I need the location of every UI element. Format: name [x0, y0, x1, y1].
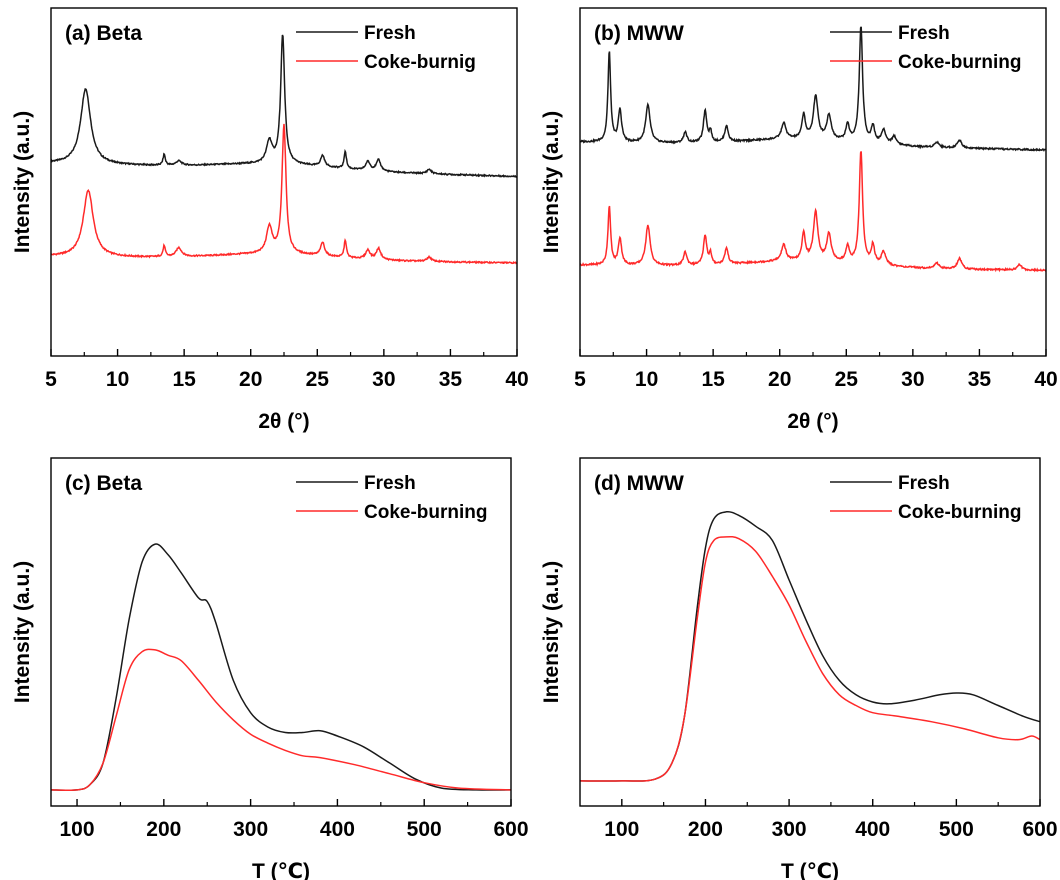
chart-panel-a: 5 10 15 20 25 30 35 40 2θ (°) Intensity (a.u.) (a)… — [11, 7, 529, 433]
x-tick-label: 200 — [688, 818, 723, 841]
x-tick-label: 40 — [505, 368, 528, 391]
x-tick-label: 20 — [768, 368, 791, 391]
plot-frame — [50, 457, 512, 807]
x-axis-title: 2θ (°) — [258, 410, 309, 433]
panel-title: (c) Beta — [65, 472, 142, 495]
legend-label-fresh: Fresh — [898, 23, 950, 44]
x-tick-label: 25 — [306, 368, 330, 391]
series-line-coke — [580, 151, 1046, 273]
chart-panel-c: 100 200 300 400 500 600 T (℃) Intensity (a.u.) (… — [11, 457, 529, 880]
x-tick-label: 30 — [372, 368, 395, 391]
x-tick-label: 35 — [439, 368, 463, 391]
y-axis-title: Intensity (a.u.) — [11, 561, 34, 703]
series-line-fresh — [51, 543, 511, 792]
legend-label-fresh: Fresh — [364, 23, 416, 44]
chart-panel-b: 5 10 15 20 25 30 35 40 2θ (°) Intensity (a.u.) (b)… — [540, 7, 1058, 433]
x-tick-label: 40 — [1034, 368, 1057, 391]
x-tick-label: 100 — [604, 818, 639, 841]
panel-title: (d) MWW — [594, 472, 684, 495]
chart-panel-d: 100 200 300 400 500 600 T (℃) Intensity (a.u.) (… — [540, 457, 1058, 880]
x-tick-label: 600 — [1022, 818, 1057, 841]
panel-title: (b) MWW — [594, 22, 684, 45]
x-tick-label: 35 — [968, 368, 992, 391]
series-line-fresh — [580, 26, 1046, 152]
legend-label-coke: Coke-burning — [364, 502, 488, 523]
x-axis-title: T (℃) — [252, 860, 310, 880]
x-tick-label: 500 — [939, 818, 974, 841]
series-line-coke — [51, 648, 511, 792]
x-tick-label: 300 — [772, 818, 807, 841]
x-tick-label: 400 — [320, 818, 355, 841]
x-tick-label: 500 — [407, 818, 442, 841]
panel-title: (a) Beta — [65, 22, 142, 45]
x-tick-label: 400 — [855, 818, 890, 841]
x-tick-label: 600 — [493, 818, 528, 841]
legend-label-coke: Coke-burning — [898, 502, 1022, 523]
x-tick-label: 25 — [835, 368, 859, 391]
x-tick-label: 5 — [574, 368, 586, 391]
legend-label-coke: Coke-burnig — [364, 52, 476, 73]
legend-label-coke: Coke-burning — [898, 52, 1022, 73]
x-axis-title: T (℃) — [781, 860, 839, 880]
series-line-fresh — [580, 510, 1040, 782]
x-tick-label: 10 — [106, 368, 129, 391]
x-tick-label: 15 — [701, 368, 725, 391]
x-tick-label: 20 — [239, 368, 262, 391]
x-axis-title: 2θ (°) — [787, 410, 838, 433]
x-tick-label: 300 — [233, 818, 268, 841]
series-line-coke — [580, 535, 1040, 782]
x-tick-label: 30 — [901, 368, 924, 391]
x-tick-label: 15 — [172, 368, 196, 391]
legend-label-fresh: Fresh — [898, 473, 950, 494]
legend-label-fresh: Fresh — [364, 473, 416, 494]
x-tick-label: 200 — [146, 818, 181, 841]
series-line-fresh — [51, 34, 517, 178]
series-line-coke — [51, 123, 517, 265]
x-tick-label: 5 — [45, 368, 57, 391]
x-tick-label: 100 — [60, 818, 95, 841]
y-axis-title: Intensity (a.u.) — [540, 111, 563, 253]
y-axis-title: Intensity (a.u.) — [540, 561, 563, 703]
x-tick-label: 10 — [635, 368, 658, 391]
y-axis-title: Intensity (a.u.) — [11, 111, 34, 253]
plot-frame — [579, 457, 1041, 807]
